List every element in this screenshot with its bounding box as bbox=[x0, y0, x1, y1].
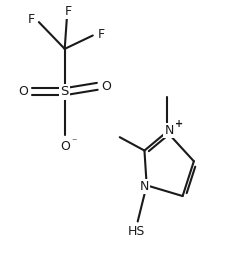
Text: S: S bbox=[60, 85, 69, 98]
Text: HS: HS bbox=[127, 225, 145, 238]
Text: +: + bbox=[174, 119, 182, 129]
Text: O: O bbox=[100, 80, 110, 93]
Text: F: F bbox=[64, 5, 71, 18]
Text: ⁻: ⁻ bbox=[71, 137, 76, 147]
Text: F: F bbox=[27, 13, 34, 26]
Text: N: N bbox=[139, 180, 149, 193]
Text: O: O bbox=[59, 140, 69, 153]
Text: F: F bbox=[97, 28, 104, 41]
Text: N: N bbox=[164, 124, 173, 137]
Text: O: O bbox=[19, 85, 28, 98]
